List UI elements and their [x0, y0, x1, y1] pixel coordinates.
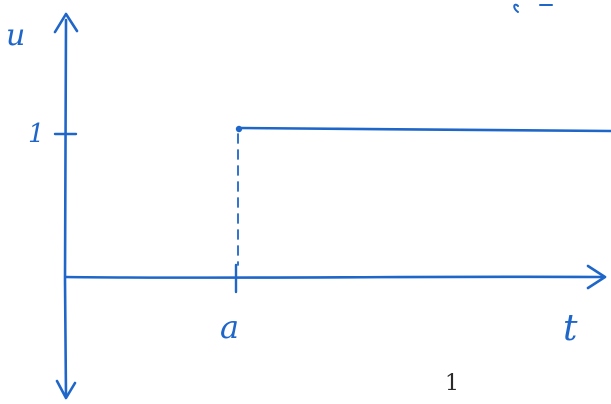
page-number: 1: [445, 371, 459, 396]
y-axis-label: u: [6, 18, 25, 53]
step-function-line: [238, 126, 611, 133]
vertical-axis-down-arrowhead: [55, 379, 77, 400]
horizontal-axis: [64, 275, 605, 280]
vertical-axis-up-arrowhead: [53, 12, 79, 34]
corner-scribble: [513, 3, 519, 13]
x-axis-label: t: [563, 308, 578, 349]
y-tick-label: 1: [28, 119, 45, 149]
horizontal-axis-arrowhead: [586, 264, 607, 290]
vertical-axis: [63, 18, 68, 399]
x-tick-label: a: [220, 308, 239, 346]
